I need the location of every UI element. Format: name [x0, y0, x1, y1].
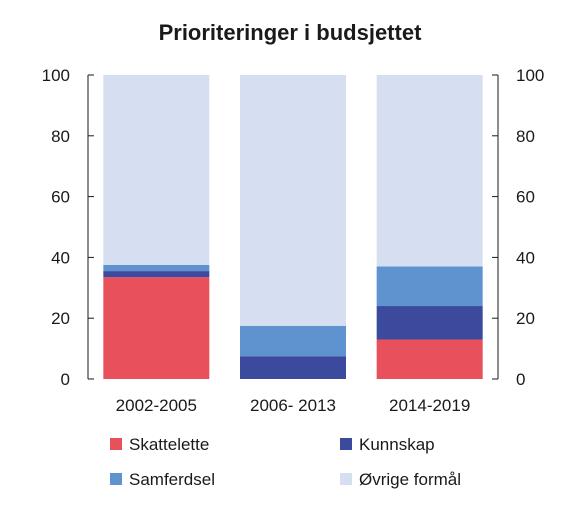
right-tick-label: 100 [516, 66, 544, 85]
category-label: 2002-2005 [116, 396, 197, 415]
left-tick-label: 100 [42, 66, 70, 85]
legend-swatch [340, 438, 352, 450]
left-tick-label: 0 [61, 370, 70, 389]
right-y-axis: 0 20 40 60 80 100 [492, 66, 544, 389]
bar-segment-skattelette-0 [103, 277, 210, 379]
bars [103, 75, 483, 379]
bar-segment-kunnskap-1 [240, 356, 346, 379]
legend-swatch [110, 438, 122, 450]
chart-title: Prioriteringer i budsjettet [159, 20, 422, 45]
bar-segment--vrige-form-l-2 [376, 75, 483, 267]
left-tick-label: 60 [51, 188, 70, 207]
legend-swatch [110, 473, 122, 485]
left-y-axis: 0 20 40 60 80 100 [42, 66, 94, 389]
bar-segment--vrige-form-l-0 [103, 75, 210, 265]
bar-segment-samferdsel-0 [103, 265, 210, 272]
right-tick-label: 20 [516, 309, 535, 328]
left-tick-label: 20 [51, 309, 70, 328]
legend-label: Kunnskap [359, 435, 435, 454]
bar-segment-skattelette-2 [376, 339, 483, 379]
legend-label: Øvrige formål [359, 470, 461, 489]
right-tick-label: 80 [516, 127, 535, 146]
right-tick-label: 60 [516, 188, 535, 207]
category-label: 2014-2019 [389, 396, 470, 415]
legend: Skattelette Kunnskap Samferdsel Øvrige form… [110, 435, 461, 489]
left-tick-label: 80 [51, 127, 70, 146]
legend-label: Skattelette [129, 435, 209, 454]
right-tick-label: 40 [516, 248, 535, 267]
legend-swatch [340, 473, 352, 485]
left-tick-label: 40 [51, 248, 70, 267]
right-tick-label: 0 [516, 370, 525, 389]
legend-label: Samferdsel [129, 470, 215, 489]
bar-segment--vrige-form-l-1 [240, 75, 346, 326]
x-axis-labels: 2002-2005 2006- 2013 2014-2019 [116, 396, 471, 415]
bar-segment-kunnskap-2 [376, 306, 483, 340]
category-label: 2006- 2013 [250, 396, 336, 415]
bar-segment-samferdsel-1 [240, 325, 346, 357]
bar-segment-samferdsel-2 [376, 266, 483, 307]
bar-segment-kunnskap-0 [103, 271, 210, 278]
